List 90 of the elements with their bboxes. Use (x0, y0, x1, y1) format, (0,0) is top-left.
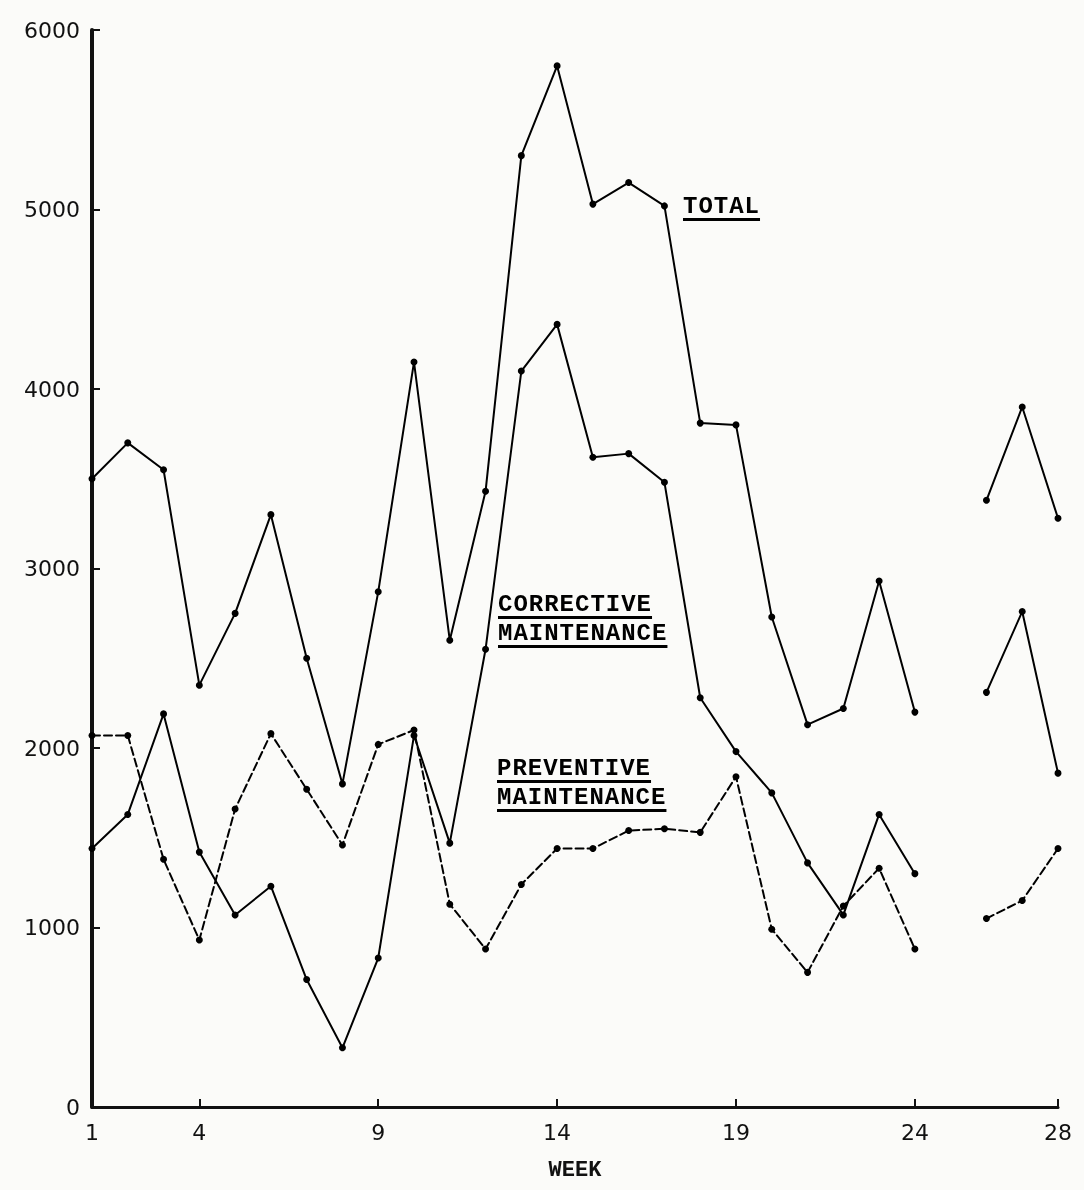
series-label: CORRECTIVE MAINTENANCE (498, 590, 668, 648)
point (982, 688, 990, 696)
point (517, 880, 525, 888)
point (625, 179, 633, 187)
point (1018, 897, 1026, 905)
point (839, 911, 847, 919)
point (338, 1044, 346, 1052)
point (195, 848, 203, 856)
point (625, 827, 633, 835)
point (160, 466, 168, 474)
point (374, 954, 382, 962)
point (303, 976, 311, 984)
point (804, 968, 812, 976)
point (589, 200, 597, 208)
point (589, 845, 597, 853)
point (804, 859, 812, 867)
point (982, 496, 990, 504)
point (553, 62, 561, 70)
point (911, 708, 919, 716)
point (875, 864, 883, 872)
point (195, 936, 203, 944)
point (732, 748, 740, 756)
point (875, 810, 883, 818)
point (660, 825, 668, 833)
point (88, 475, 96, 483)
point (482, 487, 490, 495)
point (696, 694, 704, 702)
point (124, 731, 132, 739)
point (88, 731, 96, 739)
point (482, 645, 490, 653)
point (875, 577, 883, 585)
point (982, 915, 990, 923)
y-tick-label: 5000 (24, 197, 80, 222)
y-tick-label: 1000 (24, 915, 80, 940)
point (696, 419, 704, 427)
point (446, 636, 454, 644)
point (124, 810, 132, 818)
point (625, 450, 633, 458)
x-tick-label: 14 (543, 1119, 572, 1145)
point (517, 367, 525, 375)
x-tick-label: 4 (192, 1119, 207, 1145)
y-tick-label: 0 (66, 1094, 80, 1120)
x-tick-label: 9 (371, 1119, 386, 1145)
point (553, 320, 561, 328)
point (303, 654, 311, 662)
point (374, 740, 382, 748)
point (696, 828, 704, 836)
point (1054, 845, 1062, 853)
point (589, 453, 597, 461)
point (804, 721, 812, 729)
point (1054, 514, 1062, 522)
x-tick-label: 24 (900, 1119, 929, 1145)
x-axis-title: WEEK (548, 1157, 603, 1183)
y-tick-label: 6000 (24, 17, 80, 43)
point (660, 478, 668, 486)
point (517, 152, 525, 160)
point (124, 439, 132, 447)
series-label: TOTAL (683, 192, 761, 221)
point (768, 789, 776, 797)
point (338, 841, 346, 849)
point (911, 870, 919, 878)
point (446, 900, 454, 908)
point (446, 839, 454, 847)
point (195, 681, 203, 689)
point (1018, 403, 1026, 411)
point (660, 202, 668, 210)
point (482, 945, 490, 953)
x-tick-label: 28 (1044, 1119, 1072, 1145)
series-label: PREVENTIVE MAINTENANCE (497, 754, 667, 812)
y-tick-label: 4000 (24, 376, 80, 402)
point (267, 882, 275, 890)
point (303, 785, 311, 793)
y-tick-label: 3000 (24, 556, 80, 581)
point (553, 845, 561, 853)
point (267, 511, 275, 519)
point (839, 705, 847, 713)
point (160, 710, 168, 718)
point (768, 613, 776, 621)
y-tick-label: 2000 (24, 735, 80, 761)
point (1018, 608, 1026, 616)
x-tick-label: 19 (722, 1119, 750, 1145)
point (231, 609, 239, 617)
point (768, 925, 776, 933)
point (338, 780, 346, 788)
point (374, 588, 382, 596)
point (160, 855, 168, 863)
x-tick-label: 1 (85, 1119, 99, 1145)
point (88, 845, 96, 853)
point (732, 773, 740, 781)
point (267, 730, 275, 738)
